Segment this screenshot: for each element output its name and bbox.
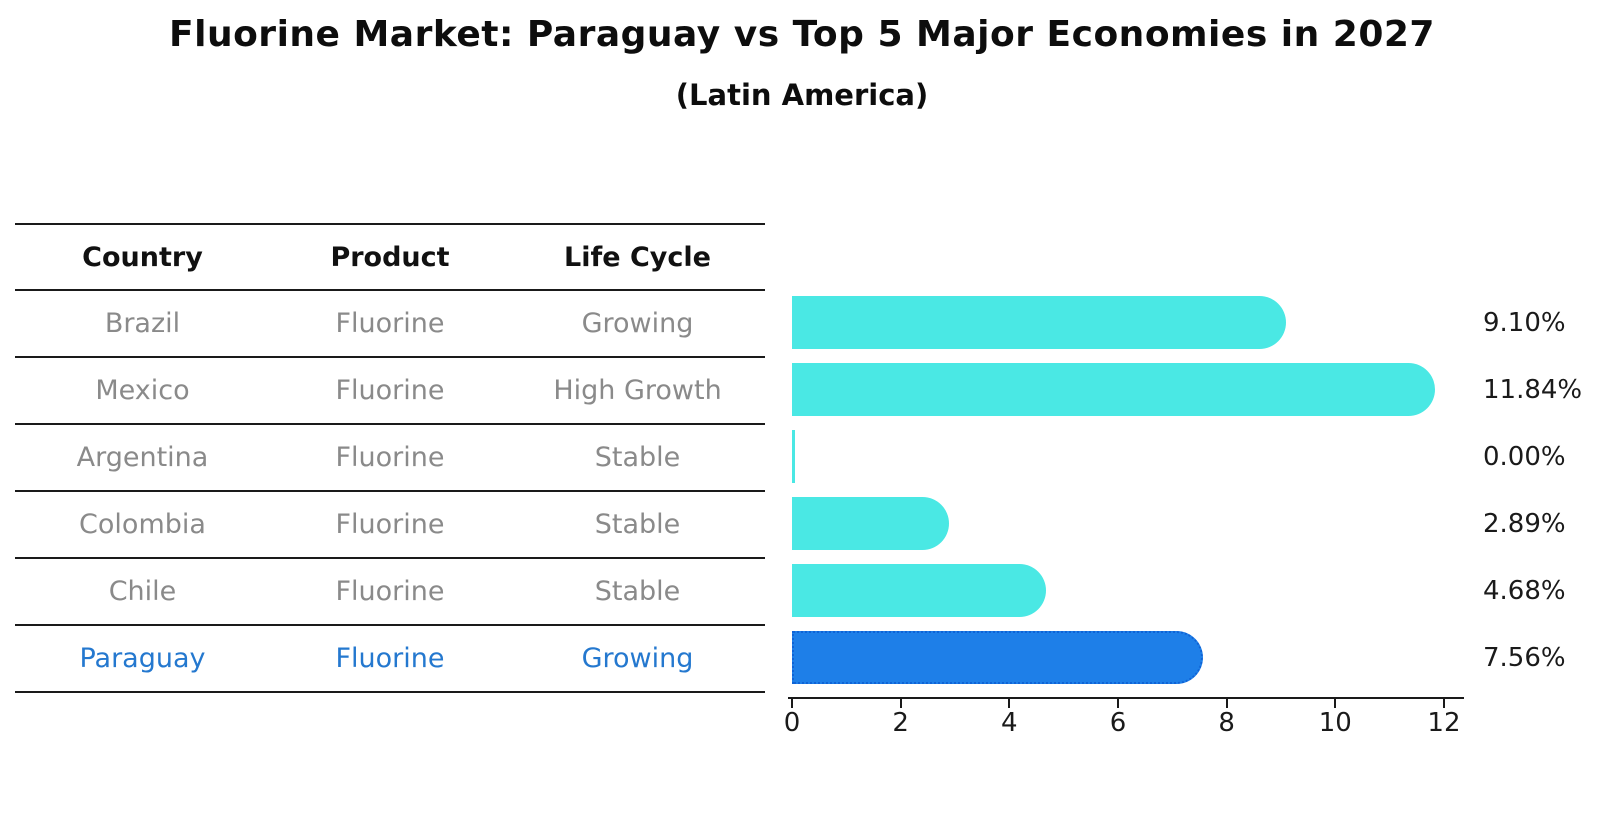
table-row-brazil: Brazil Fluorine Growing — [15, 291, 765, 358]
table-row-paraguay: Paraguay Fluorine Growing — [15, 626, 765, 693]
value-label: 11.84% — [1483, 374, 1583, 405]
table-row-mexico: Mexico Fluorine High Growth — [15, 358, 765, 425]
bar-chile — [792, 564, 1047, 617]
bar-paraguay — [792, 631, 1203, 684]
bar-row-colombia: 2.89% — [792, 490, 1592, 557]
bar-plot: 9.10% 11.84% 0.00% 2.89% 4.68% 7.56% — [792, 289, 1592, 691]
product-cell: Fluorine — [335, 576, 445, 607]
country-cell: Paraguay — [79, 643, 206, 674]
bar-brazil — [792, 296, 1287, 349]
column-header-country: Country — [82, 241, 203, 273]
country-cell: Mexico — [95, 375, 190, 406]
value-label: 0.00% — [1483, 441, 1566, 472]
table-row-chile: Chile Fluorine Stable — [15, 559, 765, 626]
column-header-product: Product — [330, 241, 450, 273]
bar-mexico — [792, 363, 1436, 416]
product-cell: Fluorine — [335, 442, 445, 473]
life-cycle-cell: Stable — [594, 442, 681, 473]
x-tick-label: 12 — [1427, 708, 1461, 738]
product-cell: Fluorine — [335, 375, 445, 406]
bar-row-paraguay: 7.56% — [792, 624, 1592, 691]
bar-row-mexico: 11.84% — [792, 356, 1592, 423]
value-label: 7.56% — [1483, 642, 1566, 673]
chart-subtitle: (Latin America) — [675, 78, 929, 112]
table-row-colombia: Colombia Fluorine Stable — [15, 492, 765, 559]
product-cell: Fluorine — [335, 643, 445, 674]
x-tick-label: 2 — [892, 708, 909, 738]
x-axis-line — [788, 697, 1464, 699]
bar-argentina — [792, 430, 795, 483]
chart-title: Fluorine Market: Paraguay vs Top 5 Major… — [169, 14, 1435, 55]
x-tick-label: 4 — [1001, 708, 1018, 738]
x-tick-label: 10 — [1318, 708, 1352, 738]
x-tick-label: 0 — [783, 708, 801, 738]
bar-row-argentina: 0.00% — [792, 423, 1592, 490]
life-cycle-cell: Growing — [581, 643, 694, 674]
table-row-argentina: Argentina Fluorine Stable — [15, 425, 765, 492]
column-header-life-cycle: Life Cycle — [564, 241, 711, 273]
life-cycle-cell: Stable — [594, 576, 681, 607]
table-header-row: Country Product Life Cycle — [15, 225, 765, 291]
bar-colombia — [792, 497, 949, 550]
bar-row-chile: 4.68% — [792, 557, 1592, 624]
country-cell: Brazil — [104, 308, 181, 339]
product-cell: Fluorine — [335, 509, 445, 540]
value-label: 4.68% — [1483, 575, 1566, 606]
country-cell: Colombia — [79, 509, 206, 540]
x-tick-label: 6 — [1109, 708, 1127, 738]
country-cell: Argentina — [76, 442, 209, 473]
life-cycle-cell: High Growth — [553, 375, 722, 406]
value-label: 2.89% — [1483, 508, 1566, 539]
data-table: Country Product Life Cycle Brazil Fluori… — [15, 223, 765, 693]
life-cycle-cell: Growing — [581, 308, 694, 339]
bar-row-brazil: 9.10% — [792, 289, 1592, 356]
product-cell: Fluorine — [335, 308, 445, 339]
x-tick-label: 8 — [1218, 708, 1235, 738]
value-label: 9.10% — [1483, 307, 1566, 338]
life-cycle-cell: Stable — [594, 509, 681, 540]
country-cell: Chile — [108, 576, 177, 607]
